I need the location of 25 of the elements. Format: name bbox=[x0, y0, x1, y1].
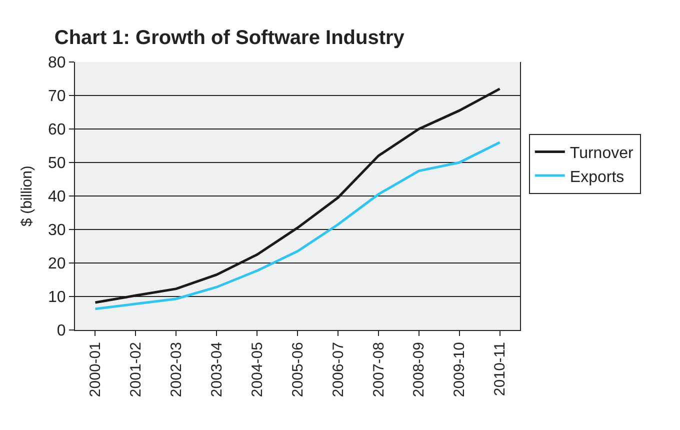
y-axis-title: $ (billion) bbox=[18, 166, 36, 226]
x-tick-label: 2003-04 bbox=[208, 342, 226, 398]
x-tick-label: 2004-05 bbox=[248, 342, 266, 398]
y-tick-label: 10 bbox=[48, 289, 66, 306]
x-tick-label: 2000-01 bbox=[87, 342, 104, 398]
y-tick-label: 80 bbox=[48, 54, 66, 72]
y-tick-label: 40 bbox=[48, 188, 66, 206]
x-tick-label: 2008-09 bbox=[410, 342, 428, 398]
chart-title: Chart 1: Growth of Software Industry bbox=[54, 27, 406, 50]
x-tick-label: 2001-02 bbox=[128, 342, 145, 398]
x-tick-label: 2007-08 bbox=[370, 342, 388, 398]
y-tick-label: 70 bbox=[48, 88, 66, 106]
y-tick-label: 50 bbox=[48, 155, 66, 172]
y-tick-label: 0 bbox=[56, 322, 66, 340]
y-tick-label: 20 bbox=[48, 256, 66, 273]
x-tick-label: 2010-11 bbox=[492, 342, 509, 396]
x-tick-label: 2009-10 bbox=[451, 342, 468, 398]
legend-label: Turnover bbox=[570, 144, 634, 162]
x-tick-label: 2002-03 bbox=[168, 342, 186, 398]
y-tick-label: 30 bbox=[48, 222, 66, 240]
y-tick-label: 60 bbox=[48, 122, 66, 139]
x-tick-label: 2005-06 bbox=[289, 342, 306, 398]
line-series bbox=[94, 141, 502, 310]
legend-label: Exports bbox=[570, 168, 624, 186]
x-tick-label: 2006-07 bbox=[330, 342, 347, 398]
